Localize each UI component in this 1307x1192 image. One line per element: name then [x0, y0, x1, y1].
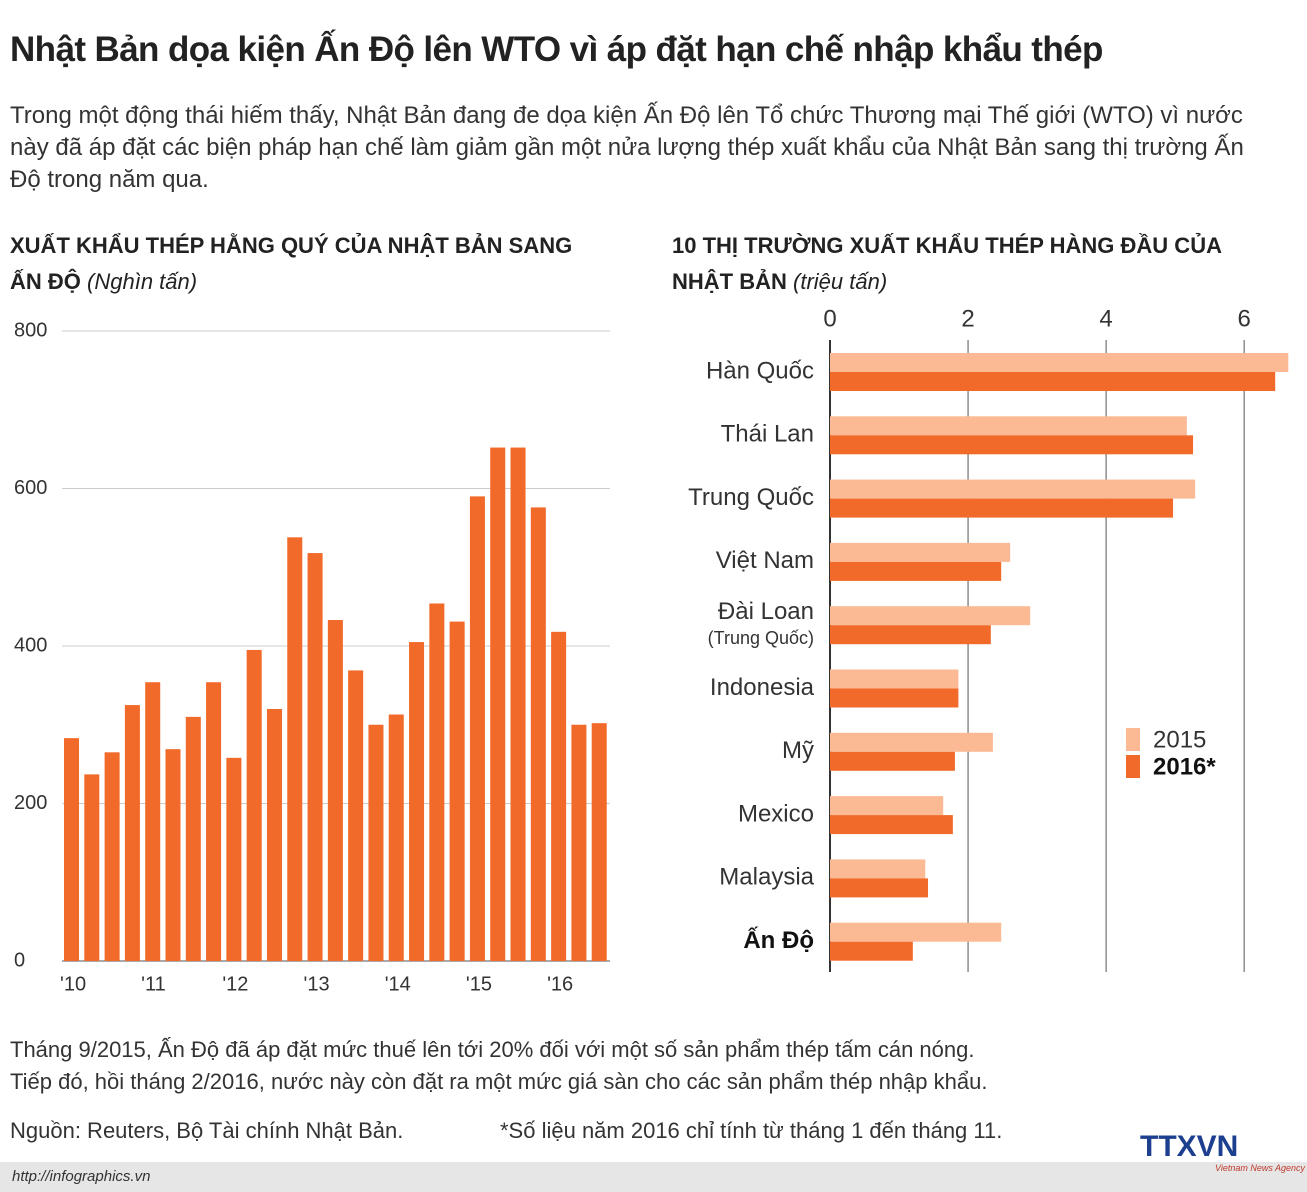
bar — [206, 682, 222, 961]
subtitle: Trong một động thái hiếm thấy, Nhật Bản … — [10, 102, 1244, 193]
category-label: Indonesia — [710, 674, 815, 701]
y-tick-label: 0 — [14, 949, 25, 971]
x-tick-label: 0 — [823, 305, 836, 332]
note-line: Tháng 9/2015, Ấn Độ đã áp đặt mức thuế l… — [10, 1037, 975, 1062]
bar — [165, 749, 181, 961]
x-tick-label: '11 — [141, 973, 166, 995]
legend-label: 2015 — [1153, 726, 1206, 753]
logo-sub: Vietnam News Agency — [1215, 1163, 1306, 1173]
source: Nguồn: Reuters, Bộ Tài chính Nhật Bản. — [10, 1118, 404, 1143]
category-label: Việt Nam — [716, 547, 814, 574]
bar — [510, 447, 526, 961]
x-tick-label: 6 — [1237, 305, 1250, 332]
x-tick-label: 4 — [1099, 305, 1112, 332]
category-label: Malaysia — [719, 864, 814, 891]
unit: (Nghìn tấn) — [87, 269, 198, 294]
footer-bar — [0, 1162, 1307, 1192]
bar — [388, 714, 404, 961]
note: Tháng 9/2015, Ấn Độ đã áp đặt mức thuế l… — [10, 1034, 987, 1098]
y-tick-label: 600 — [14, 477, 47, 499]
x-tick-label: '16 — [547, 973, 573, 995]
x-tick-label: '12 — [222, 973, 248, 995]
bar — [830, 479, 1196, 499]
unit: (triệu tấn) — [793, 269, 888, 294]
bar — [830, 353, 1289, 372]
bar — [551, 631, 567, 961]
bar — [830, 498, 1174, 518]
footnote: *Số liệu năm 2016 chỉ tính từ tháng 1 đế… — [500, 1118, 1003, 1143]
chart-title-block: 10 THỊ TRƯỜNG XUẤT KHẨU THÉP HÀNG ĐẦU CỦ… — [672, 228, 1272, 300]
category-label: Hàn Quốc — [706, 357, 814, 384]
bar — [830, 372, 1276, 391]
legend-swatch — [1126, 728, 1140, 751]
x-tick-label: '15 — [466, 973, 492, 995]
website: http://infographics.vn — [12, 1168, 151, 1185]
x-tick-label: '14 — [385, 973, 411, 995]
bar — [830, 878, 929, 898]
category-label: Mexico — [738, 800, 814, 827]
chart-title-block: XUẤT KHẨU THÉP HẰNG QUÝ CỦA NHẬT BẢN SAN… — [10, 228, 610, 300]
y-tick-label: 400 — [14, 634, 47, 656]
bar — [830, 625, 991, 645]
bar — [368, 724, 384, 961]
bar — [830, 416, 1187, 436]
bar — [830, 606, 1031, 626]
bar — [246, 649, 262, 961]
bar — [830, 796, 944, 816]
note-line: Tiếp đó, hồi tháng 2/2016, nước này còn … — [10, 1069, 988, 1094]
bar — [490, 447, 506, 961]
bar — [830, 688, 959, 708]
bar — [307, 553, 323, 961]
bar — [591, 723, 607, 961]
bar — [327, 620, 343, 961]
bar — [348, 670, 364, 961]
category-label: Thái Lan — [721, 421, 814, 448]
bar — [830, 435, 1194, 455]
bar — [145, 682, 161, 961]
bar — [571, 724, 587, 961]
bar — [84, 774, 100, 961]
bar — [429, 603, 445, 961]
bar — [64, 738, 80, 961]
bar — [104, 752, 120, 961]
category-label: Đài Loan (Trung Quốc) — [708, 599, 814, 648]
bar — [830, 941, 913, 961]
bar — [409, 642, 425, 961]
category-label: Ấn Độ — [743, 926, 814, 954]
category-label: Mỹ — [782, 737, 814, 764]
x-tick-label: '10 — [60, 973, 86, 995]
bar — [830, 922, 1002, 942]
bar — [449, 621, 465, 961]
bar — [830, 732, 993, 752]
logo: TTXVN — [1140, 1130, 1239, 1163]
category-label: Trung Quốc — [688, 484, 814, 511]
bar — [830, 859, 926, 879]
bar — [830, 751, 955, 771]
x-tick-label: 2 — [961, 305, 974, 332]
y-tick-label: 200 — [14, 792, 47, 814]
bar — [124, 705, 140, 961]
page-title: Nhật Bản dọa kiện Ấn Độ lên WTO vì áp đặ… — [10, 30, 1103, 69]
bar — [185, 716, 201, 961]
bar — [266, 709, 282, 961]
bar — [830, 669, 959, 689]
bar — [830, 542, 1011, 562]
x-tick-label: '13 — [304, 973, 330, 995]
chart-title: 10 THỊ TRƯỜNG XUẤT KHẨU THÉP HÀNG ĐẦU CỦ… — [672, 233, 1222, 294]
bar — [469, 496, 485, 961]
bar — [287, 537, 303, 961]
bar — [830, 815, 953, 835]
chart-title: XUẤT KHẨU THÉP HẰNG QUÝ CỦA NHẬT BẢN SAN… — [10, 233, 573, 294]
bar — [226, 757, 242, 961]
bar — [530, 507, 546, 961]
y-tick-label: 800 — [14, 319, 47, 341]
bar — [830, 561, 1002, 581]
legend-swatch — [1126, 755, 1140, 778]
legend-label: 2016* — [1153, 753, 1216, 780]
